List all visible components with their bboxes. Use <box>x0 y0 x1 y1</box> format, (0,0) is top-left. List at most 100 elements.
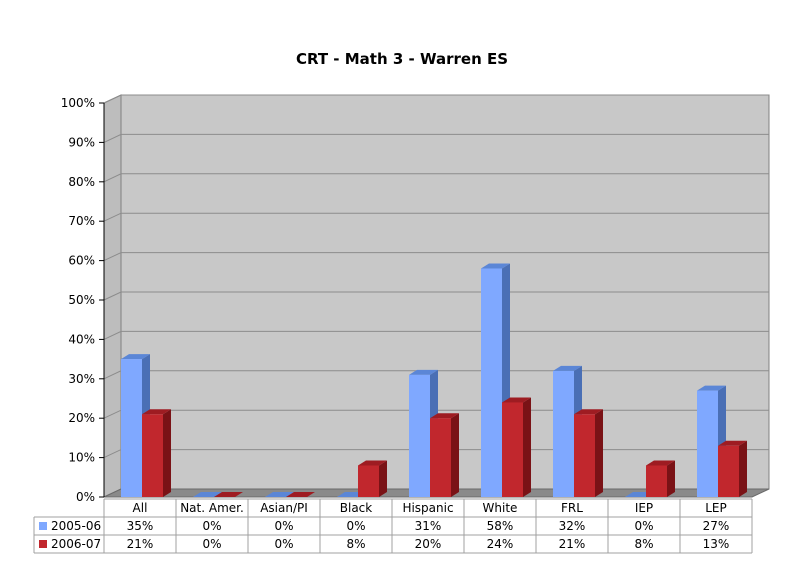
data-label: 0% <box>202 537 221 551</box>
bar-front <box>358 465 379 497</box>
bar-top <box>193 492 222 497</box>
y-tick-label: 50% <box>68 293 95 307</box>
category-label: Nat. Amer. <box>180 501 244 515</box>
y-tick-label: 60% <box>68 254 95 268</box>
chart-title: CRT - Math 3 - Warren ES <box>296 50 508 68</box>
category-label: White <box>483 501 518 515</box>
gridline <box>103 173 769 183</box>
plot-area: 0% 10% 20% 30% 40% 50% 60% 70% 80% 90% 100% <box>61 94 770 504</box>
data-label: 0% <box>202 519 221 533</box>
category-label: LEP <box>705 501 727 515</box>
bar-front <box>646 465 667 497</box>
category-label: FRL <box>561 501 583 515</box>
legend-swatch <box>39 540 47 548</box>
gridline <box>103 133 769 143</box>
bar-front <box>697 390 718 497</box>
y-tick-label: 70% <box>68 214 95 228</box>
bar-side <box>163 409 171 497</box>
data-label: 0% <box>274 519 293 533</box>
bar-top <box>265 492 294 497</box>
bar-2005-06-Asian/PI <box>265 492 294 497</box>
data-label: 8% <box>346 537 365 551</box>
bar-2006-07-White <box>502 397 531 497</box>
legend-label: 2005-06 <box>51 519 101 533</box>
data-label: 21% <box>127 537 154 551</box>
data-label: 32% <box>559 519 586 533</box>
data-label: 0% <box>274 537 293 551</box>
y-tick-label: 100% <box>61 96 95 110</box>
bar-front <box>121 359 142 497</box>
y-tick-label: 90% <box>68 135 95 149</box>
category-label: Asian/PI <box>260 501 308 515</box>
bar-side <box>523 397 531 497</box>
category-label: Hispanic <box>402 501 453 515</box>
bar-front <box>718 445 739 497</box>
y-tick-label: 80% <box>68 175 95 189</box>
y-tick-label: 40% <box>68 332 95 346</box>
data-label: 8% <box>634 537 653 551</box>
bar-side <box>667 460 675 497</box>
gridline <box>103 212 769 222</box>
data-label: 24% <box>487 537 514 551</box>
gridline <box>103 252 769 262</box>
bar-2005-06-Nat. Amer. <box>193 492 222 497</box>
bar-top <box>502 397 531 403</box>
bar-front <box>553 370 574 497</box>
bar-top <box>481 263 510 269</box>
bar-front <box>430 418 451 497</box>
y-tick-label: 10% <box>68 451 95 465</box>
bar-2006-07-Black <box>358 460 387 497</box>
bar-top <box>358 460 387 466</box>
bar-front <box>481 268 502 497</box>
data-label: 20% <box>415 537 442 551</box>
bar-2006-07-Hispanic <box>430 413 459 497</box>
bar-top <box>574 409 603 415</box>
bar-top <box>646 460 675 466</box>
bar-2006-07-Nat. Amer. <box>214 492 243 497</box>
bar-2006-07-Asian/PI <box>286 492 315 497</box>
data-label: 0% <box>346 519 365 533</box>
bar-front <box>142 414 163 497</box>
data-label: 21% <box>559 537 586 551</box>
data-label: 13% <box>703 537 730 551</box>
bar-front <box>502 402 523 497</box>
bar-side <box>451 413 459 497</box>
bar-front <box>574 414 595 497</box>
data-label: 27% <box>703 519 730 533</box>
y-tick-label: 30% <box>68 372 95 386</box>
y-tick-label: 0% <box>76 490 95 504</box>
bar-top <box>286 492 315 497</box>
legend-label: 2006-07 <box>51 537 101 551</box>
legend-swatch <box>39 522 47 530</box>
data-label: 0% <box>634 519 653 533</box>
data-table: All Nat. Amer. Asian/PI Black Hispanic White F… <box>33 498 753 554</box>
bar-front <box>409 374 430 497</box>
data-label: 35% <box>127 519 154 533</box>
bar-2006-07-LEP <box>718 440 747 497</box>
bar-top <box>718 440 747 446</box>
bar-2006-07-All <box>142 409 171 497</box>
gridline <box>103 330 769 340</box>
data-label: 58% <box>487 519 514 533</box>
bar-2006-07-FRL <box>574 409 603 497</box>
data-label: 31% <box>415 519 442 533</box>
gridline <box>103 94 769 104</box>
bar-top <box>430 413 459 419</box>
category-label: IEP <box>635 501 653 515</box>
bar-top <box>553 365 582 371</box>
bar-top <box>142 409 171 415</box>
bar-side <box>379 460 387 497</box>
y-tick-label: 20% <box>68 411 95 425</box>
bar-side <box>739 440 747 497</box>
bar-top <box>409 369 438 375</box>
bar-top <box>121 354 150 360</box>
bar-top <box>697 385 726 391</box>
bar-top <box>214 492 243 497</box>
bar-side <box>595 409 603 497</box>
gridline <box>103 291 769 301</box>
category-label: Black <box>340 501 373 515</box>
bar-2006-07-IEP <box>646 460 675 497</box>
category-label: All <box>133 501 148 515</box>
